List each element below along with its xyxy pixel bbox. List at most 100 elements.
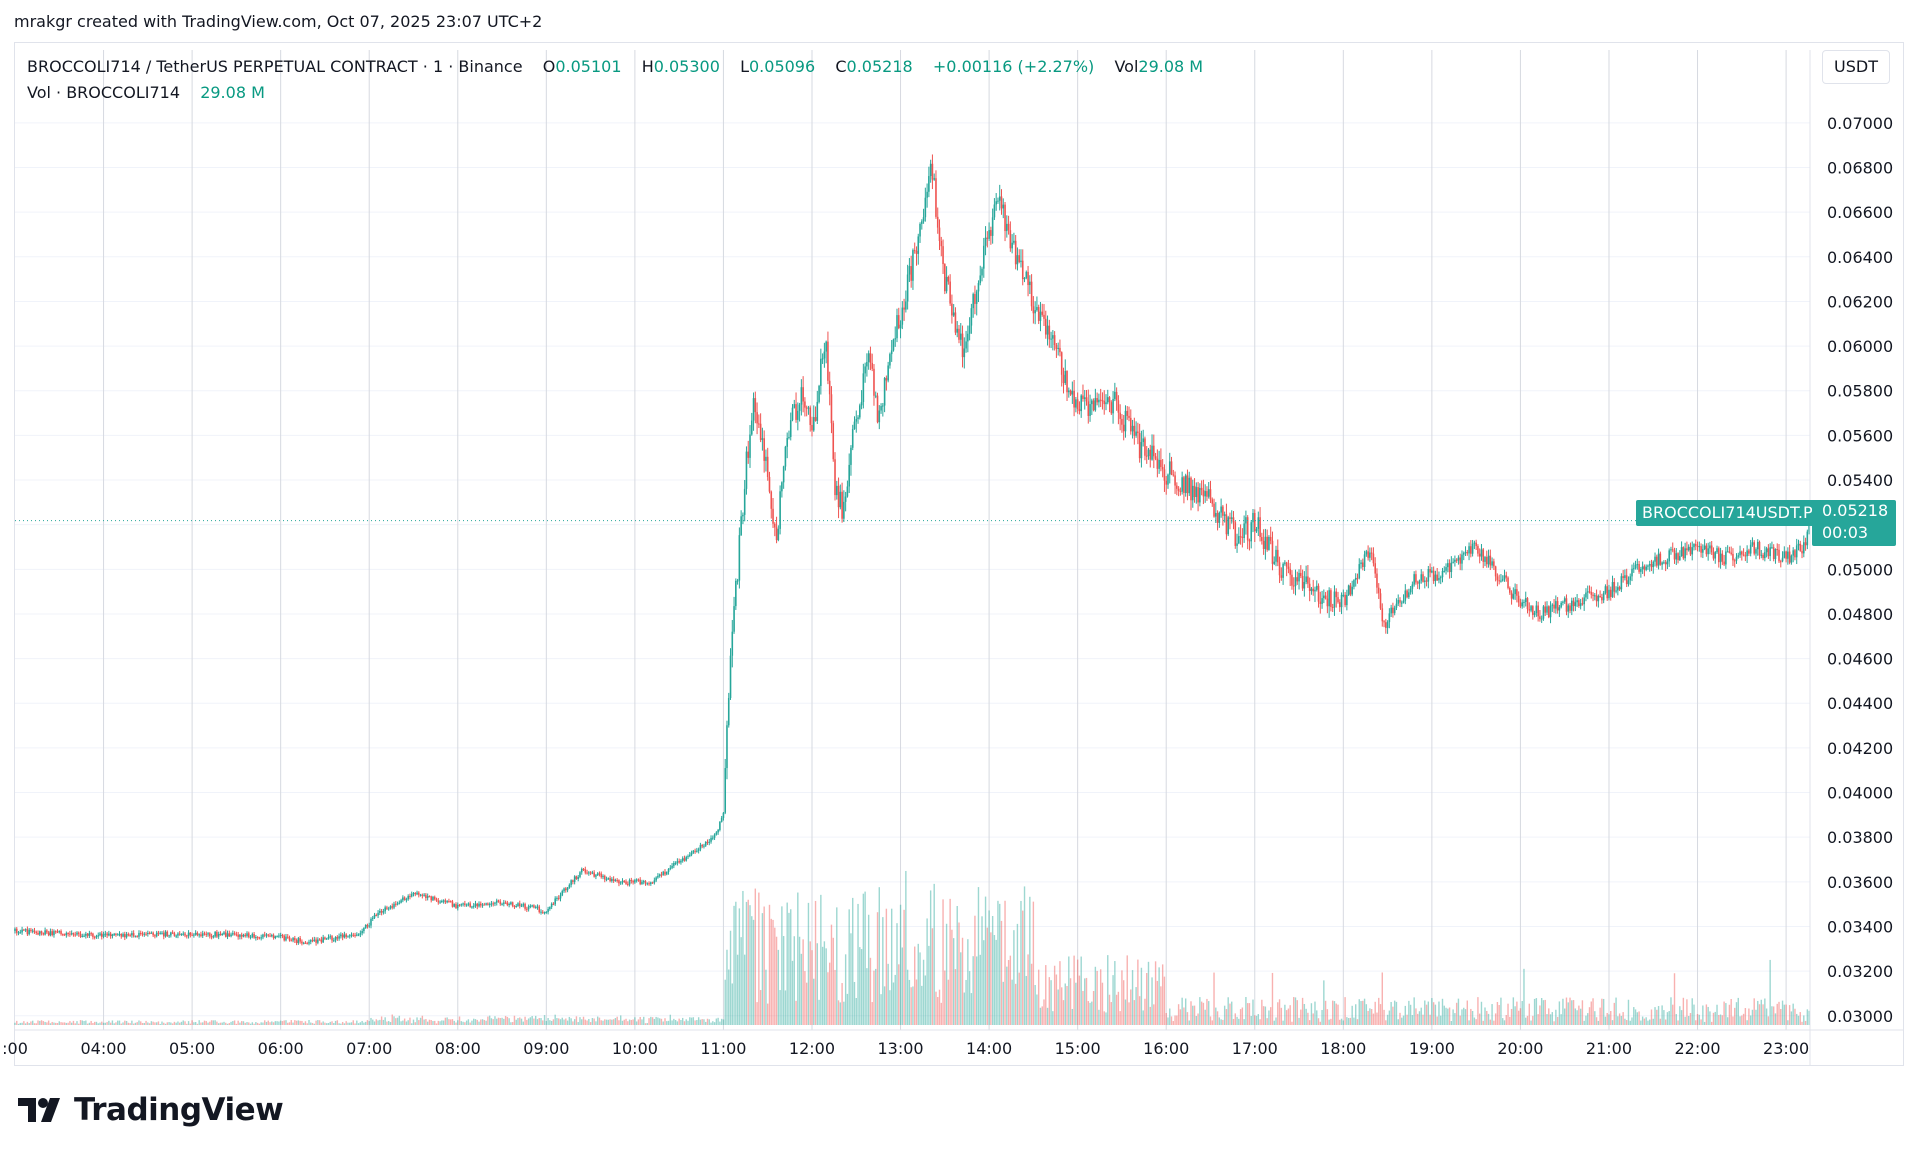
candle-body [1223, 514, 1226, 516]
volume-bar [1131, 970, 1134, 1025]
volume-bar [1647, 1020, 1649, 1025]
candle-body [529, 905, 532, 907]
candle-body [224, 932, 227, 937]
volume-bar [533, 1018, 535, 1025]
volume-bar [1280, 1007, 1283, 1025]
candle-body [1443, 570, 1446, 572]
symbol-title[interactable]: BROCCOLI714 / TetherUS PERPETUAL CONTRAC… [27, 57, 523, 76]
x-tick-label: 23:00 [1763, 1039, 1809, 1058]
close-label: C [835, 57, 847, 76]
candle-body [841, 491, 843, 519]
candle-body [1558, 607, 1561, 611]
volume-bar [1539, 1005, 1541, 1025]
volume-bar [1728, 1004, 1731, 1025]
candle-body [1264, 536, 1267, 549]
volume-bar [281, 1021, 284, 1025]
volume-bar [634, 1017, 636, 1025]
volume-bar [945, 923, 948, 1025]
volume-bar [33, 1023, 36, 1025]
open-label: O [542, 57, 556, 76]
candle-body [398, 902, 401, 904]
volume-bar [1277, 1002, 1279, 1025]
candle-body [1804, 542, 1807, 546]
candle-body [1480, 549, 1483, 557]
volume-bar [1510, 1008, 1513, 1025]
volume-bar [1785, 1004, 1787, 1025]
candle-body [324, 937, 326, 939]
volume-bar [457, 1020, 459, 1025]
candle-body [1604, 586, 1607, 593]
candle-body [1583, 597, 1585, 605]
volume-bar [324, 1022, 326, 1025]
candle-body [664, 871, 666, 875]
volume-indicator-label[interactable]: Vol · BROCCOLI714 [27, 83, 180, 102]
candle-body [508, 904, 510, 906]
volume-bar [680, 1020, 682, 1025]
change-value: +0.00116 (+2.27%) [932, 57, 1095, 76]
volume-bar [1744, 1008, 1747, 1025]
candle-body [653, 880, 656, 883]
volume-bar [364, 1021, 367, 1025]
volume-bar [1643, 1018, 1646, 1025]
volume-bar [1558, 1001, 1561, 1025]
volume-bar [1229, 1003, 1231, 1025]
candle-body [200, 934, 202, 937]
volume-bar [1725, 1003, 1727, 1025]
candle-body [1284, 562, 1286, 564]
currency-unit-button[interactable]: USDT [1822, 50, 1890, 84]
candle-body [1241, 536, 1244, 538]
candle-body [364, 924, 367, 929]
volume-bar [251, 1022, 254, 1025]
volume-bar [836, 907, 838, 1025]
volume-bar [1192, 1005, 1194, 1025]
tradingview-logo[interactable]: TradingView [18, 1092, 284, 1128]
candle-body [1609, 589, 1612, 597]
candle-body [1503, 575, 1506, 580]
volume-bar [327, 1022, 330, 1025]
candle-body [1161, 467, 1164, 470]
volume-bar [109, 1022, 112, 1025]
volume-bar [1266, 1018, 1268, 1025]
candle-body [1535, 605, 1538, 613]
volume-bar [212, 1020, 215, 1025]
candle-body [839, 491, 842, 508]
candle-body [409, 896, 411, 898]
candle-body [1305, 576, 1307, 583]
volume-bar [1757, 1000, 1759, 1025]
volume-bar [1606, 1012, 1608, 1025]
candle-body [1349, 585, 1352, 595]
candle-body [1595, 595, 1598, 602]
volume-bar [745, 901, 748, 1025]
volume-bar [1544, 999, 1546, 1025]
candle-body [1602, 592, 1605, 601]
candle-body [368, 925, 371, 927]
candle-body [1748, 550, 1750, 554]
candle-body [255, 937, 257, 939]
volume-bar [1365, 1004, 1368, 1025]
volume-bar [214, 1020, 216, 1025]
candle-body [100, 933, 103, 937]
candle-body [1799, 543, 1802, 551]
volume-bar [770, 918, 772, 1025]
candle-body [750, 420, 753, 435]
candle-body [1066, 370, 1068, 393]
volume-bar [129, 1023, 131, 1025]
volume-bar [1406, 1014, 1408, 1025]
volume-bar [407, 1020, 409, 1025]
candle-body [1445, 567, 1447, 571]
candle-body [1567, 605, 1570, 612]
open-value: 0.05101 [555, 57, 622, 76]
candle-body [1158, 459, 1160, 469]
x-tick-label: 06:00 [258, 1039, 304, 1058]
volume-bar [1023, 886, 1026, 1025]
volume-bar [526, 1019, 528, 1025]
volume-bar [676, 1021, 679, 1025]
volume-bar [23, 1021, 25, 1025]
candle-body [859, 405, 861, 418]
candle-body [256, 937, 259, 939]
volume-bar [274, 1021, 277, 1025]
volume-bar [736, 954, 739, 1025]
candle-body [1361, 562, 1364, 568]
volume-bar [1503, 1020, 1506, 1025]
